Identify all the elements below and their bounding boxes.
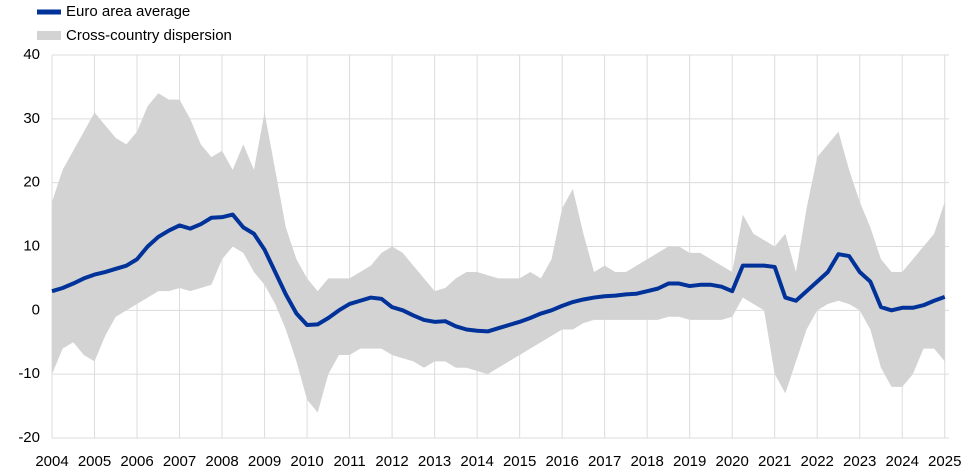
x-tick-label: 2007 bbox=[163, 453, 196, 470]
y-tick-label: 40 bbox=[23, 46, 40, 63]
y-tick-label: 0 bbox=[32, 301, 40, 318]
x-tick-label: 2011 bbox=[333, 453, 365, 470]
x-tick-label: 2016 bbox=[545, 453, 578, 470]
y-tick-label: 10 bbox=[23, 237, 40, 254]
x-tick-label: 2012 bbox=[375, 453, 408, 470]
x-tick-label: 2015 bbox=[503, 453, 536, 470]
x-tick-label: 2022 bbox=[801, 453, 834, 470]
y-tick-label: -20 bbox=[18, 429, 40, 446]
x-tick-label: 2009 bbox=[248, 453, 281, 470]
x-tick-label: 2006 bbox=[120, 453, 153, 470]
x-tick-label: 2019 bbox=[673, 453, 706, 470]
dispersion-band bbox=[52, 93, 945, 413]
x-tick-label: 2018 bbox=[630, 453, 663, 470]
x-tick-label: 2020 bbox=[716, 453, 749, 470]
legend-label: Euro area average bbox=[66, 3, 190, 20]
x-tick-label: 2021 bbox=[758, 453, 791, 470]
x-tick-label: 2017 bbox=[588, 453, 621, 470]
x-tick-label: 2023 bbox=[843, 453, 876, 470]
x-tick-label: 2008 bbox=[205, 453, 238, 470]
x-tick-label: 2004 bbox=[35, 453, 68, 470]
legend-band-swatch bbox=[37, 31, 61, 40]
x-tick-label: 2014 bbox=[460, 453, 493, 470]
x-tick-label: 2013 bbox=[418, 453, 451, 470]
legend-label: Cross-country dispersion bbox=[66, 27, 232, 44]
y-tick-label: -10 bbox=[18, 365, 40, 382]
average-line bbox=[51, 212, 946, 334]
x-tick-label: 2025 bbox=[928, 453, 961, 470]
y-tick-label: 20 bbox=[23, 174, 40, 191]
y-tick-label: 30 bbox=[23, 110, 40, 127]
x-tick-label: 2010 bbox=[290, 453, 323, 470]
x-tick-label: 2024 bbox=[886, 453, 919, 470]
x-tick-label: 2005 bbox=[78, 453, 111, 470]
